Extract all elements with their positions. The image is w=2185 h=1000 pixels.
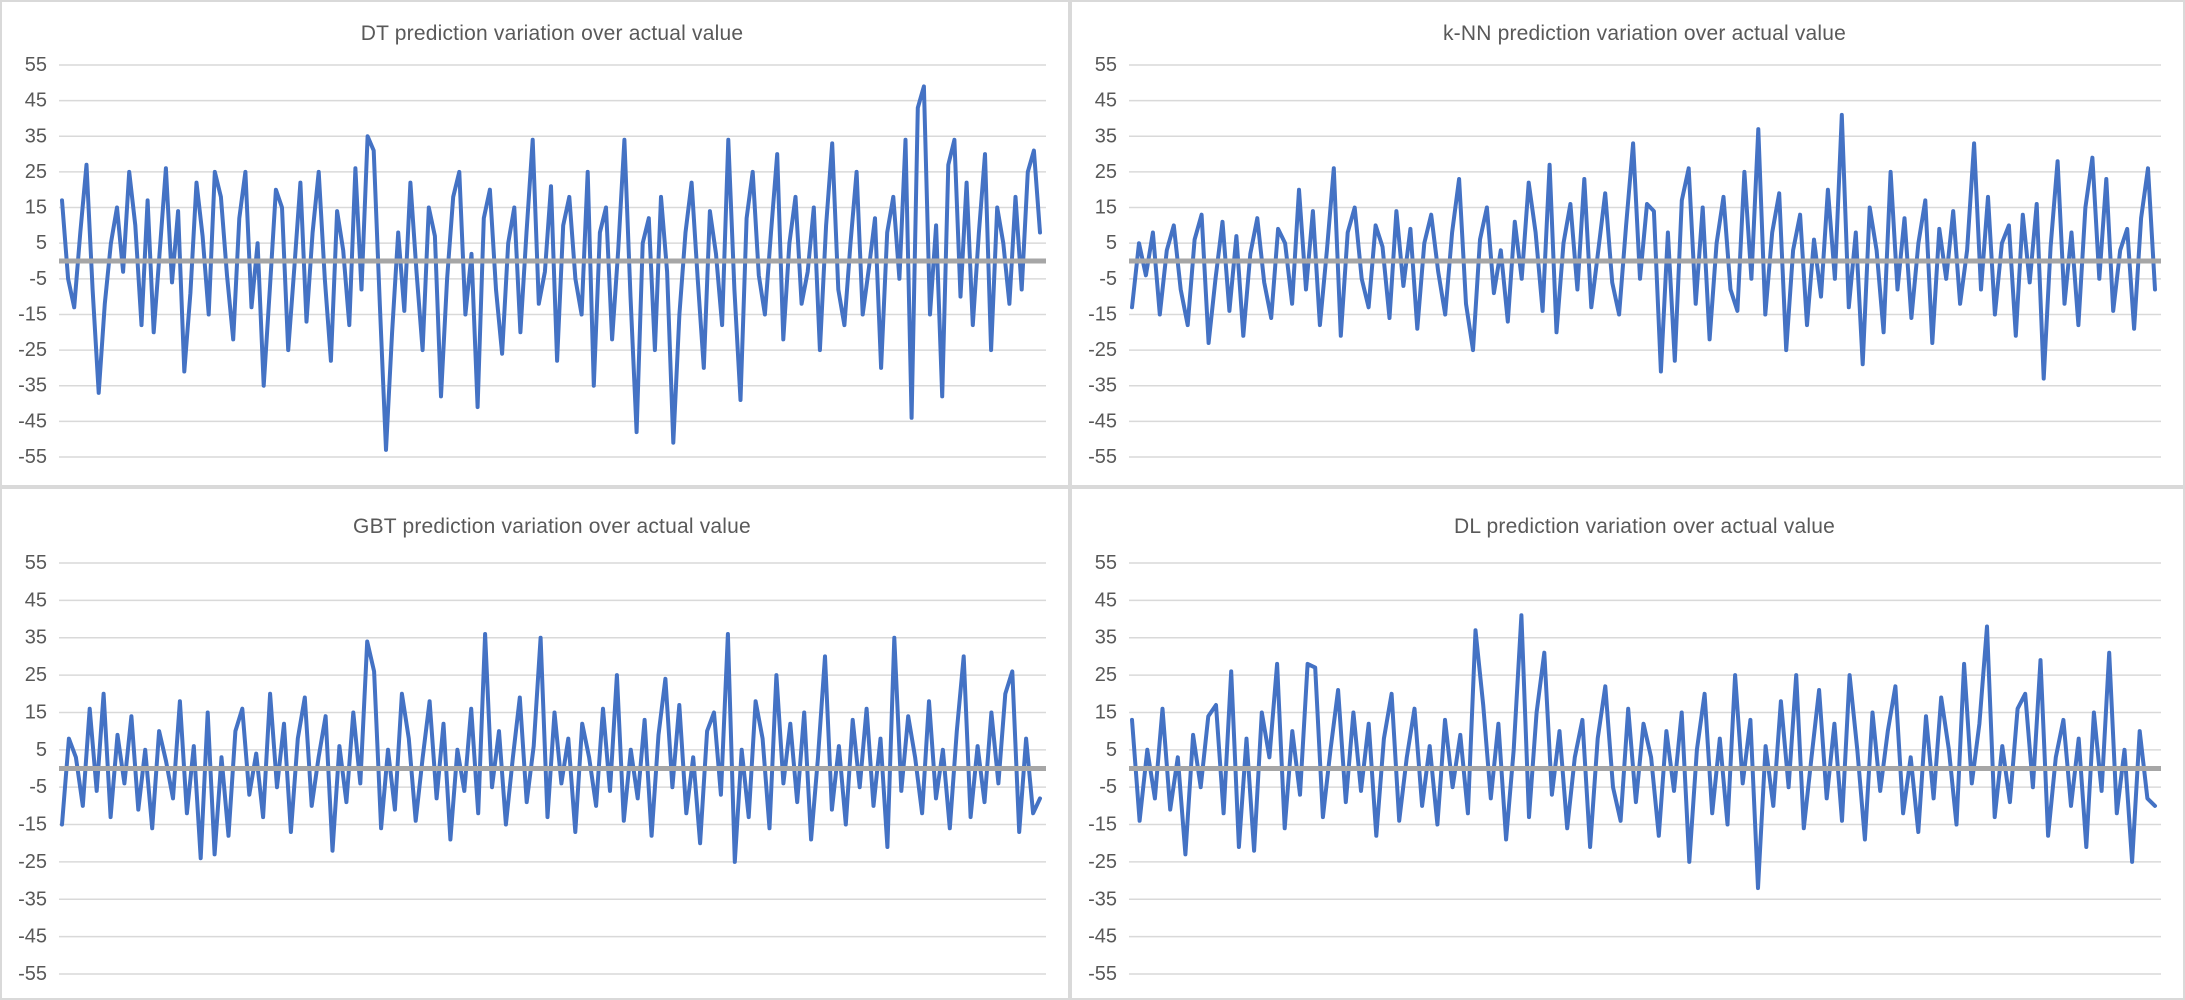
y-tick-label: 15 xyxy=(1095,197,1117,219)
y-tick-label: 5 xyxy=(36,232,47,254)
prediction-variation-series-line xyxy=(1130,613,2157,891)
y-tick-label: 5 xyxy=(1106,739,1117,761)
dl-line-plot: 55 45 35 25 15 5 -5 -15 -25 -35 -45 -55 xyxy=(1088,552,2161,985)
y-tick-label: -45 xyxy=(18,410,47,432)
y-tick-label: -45 xyxy=(1088,926,1117,948)
y-tick-label: 35 xyxy=(25,125,47,147)
y-tick-label: -15 xyxy=(1088,814,1117,836)
chart-panel-dt: DT prediction variation over actual valu… xyxy=(2,2,1068,485)
y-tick-label: -45 xyxy=(1088,410,1117,432)
prediction-variation-series-line xyxy=(60,84,1042,452)
y-tick-label: 55 xyxy=(1095,552,1117,574)
y-tick-label: 35 xyxy=(1095,125,1117,147)
y-tick-label: -5 xyxy=(29,268,47,290)
dt-line-plot: 55 45 35 25 15 5 -5 -15 -25 -35 -45 -55 xyxy=(18,54,1046,468)
y-tick-label: -35 xyxy=(18,888,47,910)
chart-title-dl: DL prediction variation over actual valu… xyxy=(1454,515,1835,538)
y-tick-label: 45 xyxy=(25,90,47,112)
y-tick-label: -25 xyxy=(18,851,47,873)
y-tick-label: 15 xyxy=(25,197,47,219)
y-tick-label: -55 xyxy=(1088,446,1117,468)
y-tick-label: -55 xyxy=(18,446,47,468)
chart-panel-gbt: GBT prediction variation over actual val… xyxy=(2,489,1068,998)
y-tick-label: 45 xyxy=(25,589,47,611)
y-tick-label: -55 xyxy=(1088,963,1117,985)
y-tick-label: -25 xyxy=(1088,851,1117,873)
prediction-variation-series-line xyxy=(60,632,1042,864)
y-tick-label: 15 xyxy=(1095,701,1117,723)
y-tick-label: -35 xyxy=(18,375,47,397)
y-tick-label: 25 xyxy=(25,161,47,183)
y-tick-label: 5 xyxy=(36,739,47,761)
y-tick-label: 55 xyxy=(1095,54,1117,76)
y-tick-label: 35 xyxy=(1095,627,1117,649)
y-tick-label: 25 xyxy=(25,664,47,686)
y-tick-label: -15 xyxy=(18,814,47,836)
chart-title-dt: DT prediction variation over actual valu… xyxy=(360,22,744,45)
knn-line-plot: 55 45 35 25 15 5 -5 -15 -25 -35 -45 -55 xyxy=(1088,54,2161,468)
chart-panel-dl: DL prediction variation over actual valu… xyxy=(1072,489,2183,998)
y-tick-label: -25 xyxy=(18,339,47,361)
y-tick-label: 45 xyxy=(1095,589,1117,611)
y-tick-label: -25 xyxy=(1088,339,1117,361)
y-tick-label: 35 xyxy=(25,627,47,649)
y-tick-label: 15 xyxy=(25,701,47,723)
y-tick-label: -5 xyxy=(1099,776,1117,798)
chart-title-gbt: GBT prediction variation over actual val… xyxy=(353,515,751,538)
y-tick-label: 5 xyxy=(1106,232,1117,254)
y-tick-label: 25 xyxy=(1095,161,1117,183)
y-tick-label: 55 xyxy=(25,54,47,76)
y-tick-label: -15 xyxy=(18,303,47,325)
y-tick-label: -35 xyxy=(1088,375,1117,397)
chart-panel-knn: k-NN prediction variation over actual va… xyxy=(1072,2,2183,485)
y-tick-label: 45 xyxy=(1095,90,1117,112)
y-tick-label: 55 xyxy=(25,552,47,574)
y-tick-label: -5 xyxy=(1099,268,1117,290)
y-tick-label: -35 xyxy=(1088,888,1117,910)
y-tick-label: -45 xyxy=(18,926,47,948)
y-tick-label: 25 xyxy=(1095,664,1117,686)
chart-title-knn: k-NN prediction variation over actual va… xyxy=(1442,22,1847,45)
gbt-line-plot: 55 45 35 25 15 5 -5 -15 -25 -35 -45 -55 xyxy=(18,552,1046,985)
y-tick-label: -15 xyxy=(1088,303,1117,325)
y-tick-label: -55 xyxy=(18,963,47,985)
y-tick-label: -5 xyxy=(29,776,47,798)
prediction-variation-series-line xyxy=(1130,112,2157,381)
